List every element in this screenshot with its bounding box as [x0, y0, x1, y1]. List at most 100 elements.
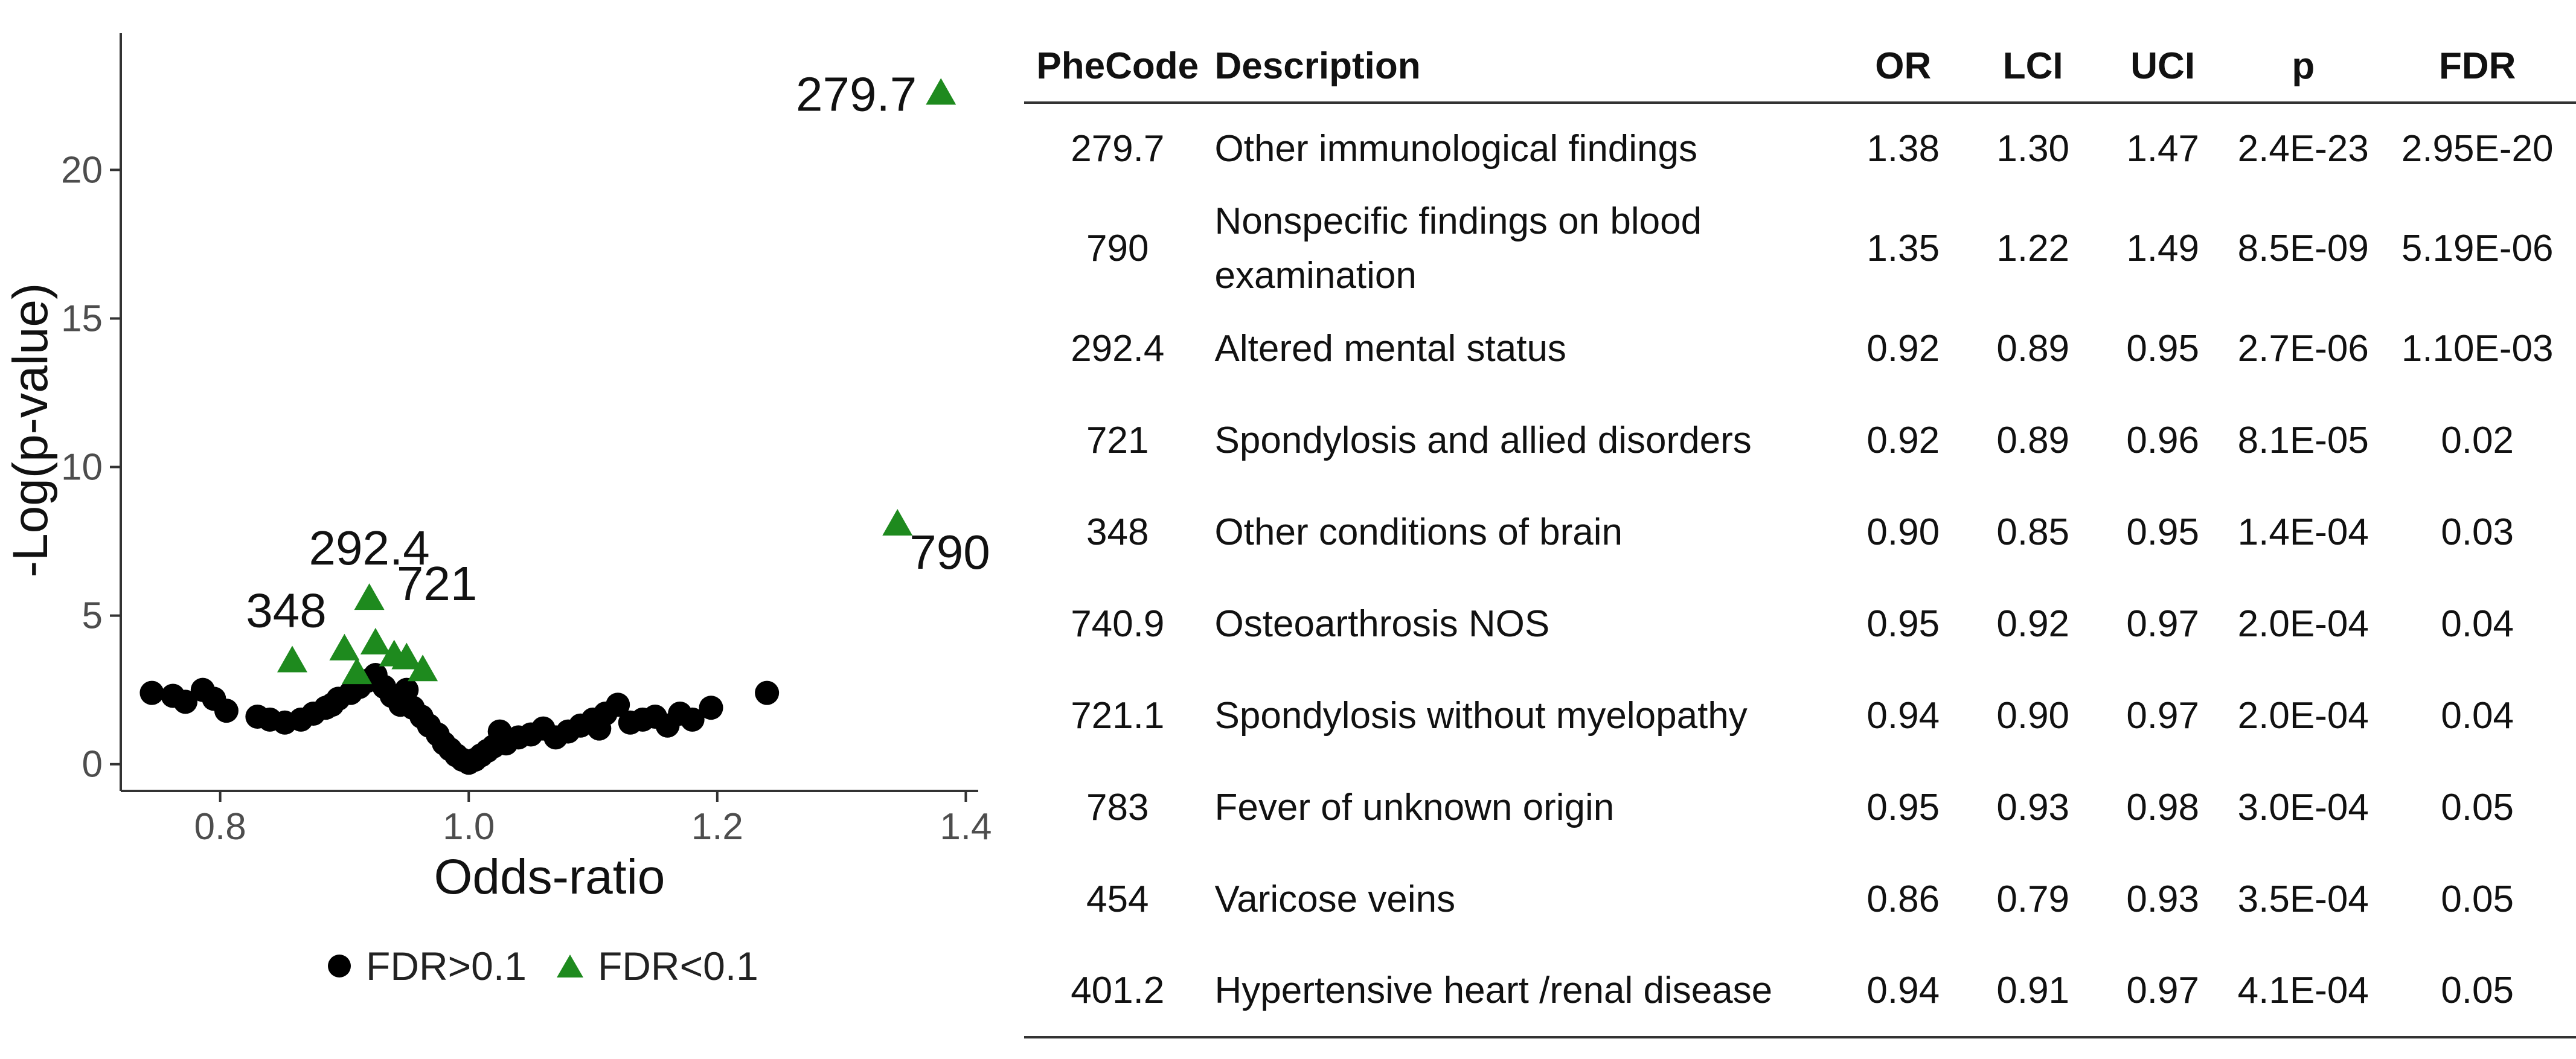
cell-uci: 1.47 [2126, 128, 2199, 170]
plot-legend: FDR>0.1 FDR<0.1 [326, 942, 787, 990]
header-phecode: PheCode [1036, 45, 1199, 87]
cell-or: 0.94 [1866, 969, 1940, 1011]
legend-item-fdr-low: FDR<0.1 [556, 943, 758, 989]
cell-fdr: 1.10E-03 [2401, 327, 2554, 370]
cell-fdr: 0.03 [2441, 511, 2514, 553]
cell-description: Hypertensive heart /renal disease [1214, 969, 1773, 1011]
cell-fdr: 0.02 [2441, 419, 2514, 461]
cell-uci: 0.97 [2126, 694, 2199, 737]
y-axis-title: -Log(p-value) [3, 283, 58, 578]
cell-p: 2.0E-04 [2237, 694, 2369, 737]
cell-p: 1.4E-04 [2237, 511, 2369, 553]
cell-lci: 0.93 [1996, 786, 2070, 828]
table-header-row: PheCode Description OR LCI UCI p FDR [1024, 30, 2576, 103]
table-row: 454 Varicose veins 0.86 0.79 0.93 3.5E-04 0.05 [1024, 854, 2576, 945]
cell-description: Spondylosis and allied disorders [1214, 419, 1752, 461]
x-tick-label: 1.0 [443, 806, 495, 848]
circle-marker-icon [328, 955, 351, 977]
cell-uci: 0.97 [2126, 969, 2199, 1011]
data-point-triangle [354, 583, 385, 610]
cell-p: 8.5E-09 [2237, 227, 2369, 269]
point-label: 292.4 [309, 521, 429, 575]
point-label: 721 [397, 557, 477, 610]
cell-description: Varicose veins [1214, 878, 1456, 920]
data-point-circle [139, 680, 164, 705]
cell-lci: 1.30 [1996, 128, 2070, 170]
x-tick-label: 1.2 [691, 806, 743, 848]
table-row: 721 Spondylosis and allied disorders 0.92 0… [1024, 395, 2576, 487]
x-tick-label: 0.8 [194, 806, 246, 848]
table-row: 401.2 Hypertensive heart /renal disease 0.… [1024, 945, 2576, 1037]
legend-item-fdr-high: FDR>0.1 [326, 943, 527, 989]
y-tick-label: 15 [61, 298, 103, 339]
results-table-panel: PheCode Description OR LCI UCI p FDR 279… [1024, 0, 2576, 1059]
table-row: 783 Fever of unknown origin 0.95 0.93 0.98 3.… [1024, 762, 2576, 854]
header-fdr: FDR [2438, 45, 2516, 87]
cell-phecode: 721.1 [1071, 694, 1165, 737]
cell-phecode: 401.2 [1071, 969, 1165, 1011]
cell-fdr: 0.04 [2441, 694, 2514, 737]
cell-lci: 1.22 [1996, 227, 2070, 269]
x-axis-title: Odds-ratio [434, 849, 665, 904]
cell-fdr: 0.04 [2441, 603, 2514, 645]
table-row: 279.7 Other immunological findings 1.38 1.3… [1024, 103, 2576, 194]
cell-fdr: 0.05 [2441, 878, 2514, 920]
y-tick-label: 5 [82, 595, 103, 637]
table-body: 279.7 Other immunological findings 1.38 1.3… [1024, 103, 2576, 1037]
cell-uci: 1.49 [2126, 227, 2199, 269]
cell-p: 4.1E-04 [2237, 969, 2369, 1011]
y-tick-label: 20 [61, 149, 103, 191]
cell-lci: 0.89 [1996, 419, 2070, 461]
cell-or: 0.95 [1866, 603, 1940, 645]
header-p: p [2292, 45, 2315, 87]
cell-fdr: 5.19E-06 [2401, 227, 2554, 269]
data-point-triangle [391, 642, 422, 670]
data-point-triangle [277, 645, 307, 673]
cell-uci: 0.96 [2126, 419, 2199, 461]
cell-phecode: 292.4 [1071, 327, 1165, 370]
data-point-circle [699, 696, 723, 720]
cell-or: 0.86 [1866, 878, 1940, 920]
cell-description: Nonspecific findings on blood examinatio… [1214, 200, 1702, 296]
cell-or: 0.92 [1866, 327, 1940, 370]
cell-lci: 0.92 [1996, 603, 2070, 645]
cell-fdr: 2.95E-20 [2401, 128, 2554, 170]
table-row: 292.4 Altered mental status 0.92 0.89 0.95 2.… [1024, 303, 2576, 395]
cell-uci: 0.93 [2126, 878, 2199, 920]
table-row: 348 Other conditions of brain 0.90 0.85 0.95… [1024, 487, 2576, 578]
header-lci: LCI [2002, 45, 2063, 87]
data-point-triangle [360, 627, 391, 654]
cell-uci: 0.95 [2126, 327, 2199, 370]
cell-p: 3.5E-04 [2237, 878, 2369, 920]
cell-uci: 0.98 [2126, 786, 2199, 828]
table-row: 740.9 Osteoarthrosis NOS 0.95 0.92 0.97 2.0E-… [1024, 578, 2576, 670]
cell-fdr: 0.05 [2441, 786, 2514, 828]
cell-or: 0.92 [1866, 419, 1940, 461]
legend-label-fdr-low: FDR<0.1 [597, 944, 758, 988]
cell-p: 2.7E-06 [2237, 327, 2369, 370]
cell-p: 8.1E-05 [2237, 419, 2369, 461]
data-point-circle [173, 689, 198, 714]
header-uci: UCI [2130, 45, 2196, 87]
data-point-triangle [329, 633, 360, 661]
cell-phecode: 721 [1086, 419, 1149, 461]
cell-or: 0.94 [1866, 694, 1940, 737]
cell-lci: 0.91 [1996, 969, 2070, 1011]
cell-description: Fever of unknown origin [1214, 786, 1615, 828]
cell-fdr: 0.05 [2441, 969, 2514, 1011]
cell-phecode: 740.9 [1071, 603, 1165, 645]
cell-phecode: 454 [1086, 878, 1149, 920]
point-label: 790 [909, 525, 990, 579]
table-row: 790 Nonspecific findings on blood examina… [1024, 194, 2576, 303]
table-row: 721.1 Spondylosis without myelopathy 0.94 0… [1024, 670, 2576, 762]
triangle-marker-icon [556, 955, 583, 977]
point-label: 348 [246, 583, 326, 637]
header-description: Description [1214, 45, 1421, 87]
cell-phecode: 783 [1086, 786, 1149, 828]
cell-description: Other conditions of brain [1214, 511, 1623, 553]
cell-lci: 0.85 [1996, 511, 2070, 553]
x-tick-label: 1.4 [940, 806, 992, 848]
cell-p: 3.0E-04 [2237, 786, 2369, 828]
cell-description: Spondylosis without myelopathy [1214, 694, 1748, 737]
